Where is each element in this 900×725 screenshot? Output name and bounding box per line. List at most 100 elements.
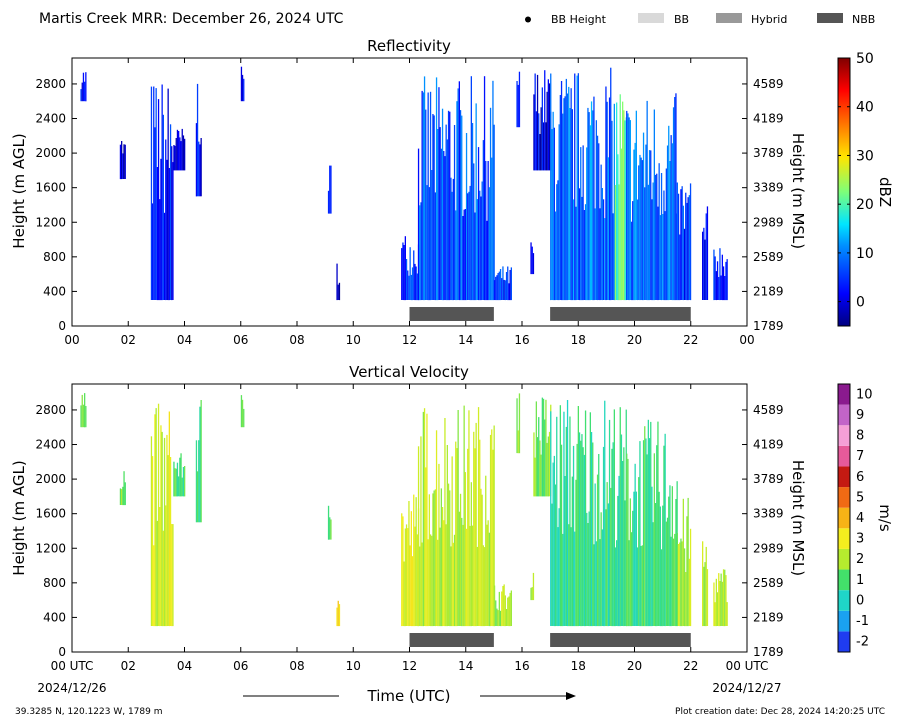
- echo-stripe: [426, 185, 428, 300]
- echo-stripe: [605, 509, 607, 626]
- echo-stripe: [510, 267, 512, 301]
- echo-stripe: [476, 199, 478, 300]
- figure-title: Martis Creek MRR: December 26, 2024 UTC: [39, 11, 344, 27]
- echo-stripe: [122, 153, 124, 179]
- echo-stripe: [618, 184, 620, 301]
- echo-stripe: [174, 145, 176, 171]
- echo-stripe: [172, 524, 174, 627]
- y-tick-label-right: 3789: [753, 472, 784, 486]
- echo-stripe: [510, 590, 512, 626]
- echo-stripe: [435, 430, 438, 626]
- echo-stripe: [714, 256, 716, 300]
- end-date-label: 2024/12/27: [712, 681, 781, 695]
- echo-stripe: [450, 177, 452, 300]
- velocity-colorbar-label: m/s: [876, 504, 894, 532]
- echo-stripe: [632, 201, 634, 301]
- echo-stripe: [660, 549, 663, 627]
- echo-stripe: [502, 586, 504, 626]
- echo-stripe: [173, 145, 175, 171]
- echo-stripe: [560, 81, 563, 301]
- echo-stripe: [477, 147, 480, 301]
- echo-stripe: [558, 508, 560, 626]
- echo-stripe: [656, 173, 658, 300]
- echo-stripe: [156, 520, 158, 627]
- reflectivity-title: Reflectivity: [367, 37, 451, 55]
- echo-stripe: [705, 546, 707, 627]
- echo-stripe: [508, 283, 510, 301]
- echo-stripe: [564, 96, 566, 301]
- echo-stripe: [726, 602, 728, 626]
- echo-stripe: [455, 210, 457, 301]
- echo-stripe: [179, 137, 181, 171]
- echo-stripe: [502, 266, 504, 300]
- echo-stripe: [613, 409, 615, 627]
- colorbar-tick-label: 4: [856, 511, 864, 526]
- echo-stripe: [706, 206, 709, 300]
- echo-stripe: [200, 138, 202, 197]
- echo-stripe: [556, 184, 558, 300]
- echo-stripe: [168, 411, 170, 627]
- echo-stripe: [554, 211, 557, 301]
- echo-stripe: [715, 578, 717, 627]
- echo-stripe: [327, 190, 330, 214]
- echo-stripe: [408, 275, 410, 300]
- echo-stripe: [620, 434, 623, 626]
- echo-stripe: [488, 532, 490, 627]
- echo-stripe: [162, 530, 164, 627]
- echo-stripe: [171, 146, 173, 301]
- y-tick-label-right: 4189: [753, 112, 784, 126]
- y-tick-label: 2000: [35, 146, 66, 160]
- echo-stripe: [644, 426, 646, 627]
- echo-stripe: [626, 110, 628, 301]
- echo-stripe: [489, 434, 492, 627]
- echo-stripe: [422, 92, 424, 301]
- echo-stripe: [240, 66, 243, 102]
- echo-stripe: [674, 97, 676, 301]
- echo-stripe: [659, 215, 661, 300]
- echo-stripe: [668, 496, 670, 626]
- echo-stripe: [497, 273, 499, 301]
- echo-stripe: [200, 400, 202, 523]
- y-tick-label: 2400: [35, 112, 66, 126]
- echo-stripe: [593, 544, 595, 626]
- echo-stripe: [199, 144, 201, 197]
- echo-stripe: [493, 280, 496, 300]
- colorbar-ticks: -2 -1 0 1 2 3 4 5 6 7 8 9 10: [837, 383, 873, 653]
- echo-stripe: [627, 458, 629, 627]
- echo-stripe: [635, 110, 637, 300]
- echo-stripe: [662, 505, 664, 627]
- echo-stripe: [596, 474, 599, 627]
- echo-stripe: [330, 519, 332, 540]
- echo-stripe: [590, 432, 593, 627]
- echo-stripe: [449, 490, 451, 627]
- echo-stripe: [465, 528, 468, 627]
- echo-stripe: [481, 494, 483, 627]
- reflectivity-colorbar: [837, 57, 851, 327]
- echo-stripe: [429, 534, 432, 627]
- echo-stripe: [240, 395, 243, 428]
- echo-stripe: [672, 538, 675, 626]
- reflectivity-ylabel-right: Height (m MSL): [789, 133, 807, 249]
- echo-stripe: [720, 573, 722, 626]
- echo-stripe: [718, 573, 720, 627]
- y-tick-label: 2000: [35, 472, 66, 486]
- echo-stripe: [492, 449, 494, 627]
- nbb-period-bar: [550, 307, 691, 321]
- echo-stripe: [453, 125, 456, 300]
- echo-stripe: [533, 94, 535, 171]
- echo-stripe: [652, 522, 654, 626]
- x-tick-label: 12: [402, 333, 417, 347]
- echo-stripe: [612, 442, 614, 627]
- y-tick-label: 0: [58, 645, 66, 659]
- echo-stripe: [580, 147, 582, 301]
- echo-stripe: [431, 170, 433, 300]
- echo-stripe: [419, 546, 421, 626]
- echo-stripe: [423, 76, 426, 301]
- echo-stripe: [468, 410, 470, 627]
- echo-stripe: [182, 467, 185, 497]
- velocity-title: Vertical Velocity: [349, 363, 469, 381]
- echo-stripe: [404, 528, 406, 627]
- echo-stripe: [166, 159, 168, 300]
- echo-stripe: [181, 128, 183, 171]
